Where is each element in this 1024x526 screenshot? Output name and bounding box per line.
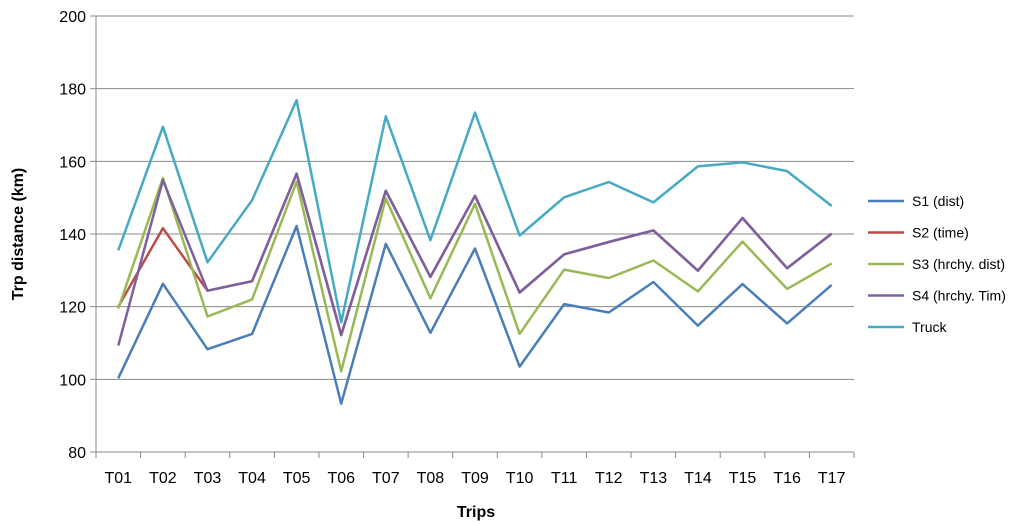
y-tick-label: 200	[59, 9, 86, 26]
y-tick-labels: 80 100 120 140 160 180 200	[59, 9, 86, 462]
series-line-1	[117, 224, 833, 405]
x-tick-label: T06	[327, 470, 355, 487]
y-tick-label: 100	[59, 372, 86, 389]
legend-label: S4 (hrchy. Tim)	[912, 288, 1006, 304]
legend-entry-2: S2 (time)	[868, 225, 969, 241]
legend-entry-5: Truck	[868, 319, 947, 335]
axes	[90, 15, 855, 458]
series-lines	[117, 99, 833, 405]
legend: S1 (dist) S2 (time) S3 (hrchy. dist) S4 (hr…	[868, 193, 1006, 335]
y-tick-label: 160	[59, 154, 86, 171]
y-tick-label: 80	[68, 445, 86, 462]
x-tick-label: T04	[238, 470, 266, 487]
x-tick-labels: T01 T02 T03 T04 T05 T06 T07 T08 T09 T10 T11 T12 T13 T…	[105, 470, 846, 487]
series-line-3	[117, 176, 833, 373]
x-tick-label: T05	[283, 470, 311, 487]
legend-label: S3 (hrchy. dist)	[912, 256, 1005, 272]
x-tick-label: T17	[818, 470, 846, 487]
y-tick-label: 140	[59, 227, 86, 244]
x-tick-label: T13	[640, 470, 668, 487]
x-tick-label: T02	[149, 470, 177, 487]
legend-entry-4: S4 (hrchy. Tim)	[868, 288, 1006, 304]
gridlines	[96, 15, 854, 380]
x-tick-label: T10	[506, 470, 534, 487]
series-line-4	[117, 172, 833, 346]
y-tick-label: 180	[59, 82, 86, 99]
x-tick-label: T07	[372, 470, 400, 487]
x-axis-title: Trips	[457, 504, 495, 521]
legend-label: Truck	[912, 319, 947, 335]
legend-label: S2 (time)	[912, 225, 969, 241]
x-tick-label: T08	[417, 470, 445, 487]
x-tick-label: T09	[461, 470, 489, 487]
x-tick-label: T03	[194, 470, 222, 487]
legend-entry-1: S1 (dist)	[868, 193, 964, 209]
x-tick-label: T01	[105, 470, 133, 487]
series-line-5	[117, 99, 833, 324]
x-tick-label: T16	[773, 470, 801, 487]
legend-entry-3: S3 (hrchy. dist)	[868, 256, 1005, 272]
x-tick-label: T12	[595, 470, 623, 487]
x-tick-label: T11	[551, 470, 577, 487]
y-axis-title: Trp distance (km)	[10, 168, 27, 300]
y-tick-label: 120	[59, 300, 86, 317]
legend-label: S1 (dist)	[912, 193, 964, 209]
x-tick-label: T14	[684, 470, 712, 487]
x-tick-label: T15	[729, 470, 757, 487]
